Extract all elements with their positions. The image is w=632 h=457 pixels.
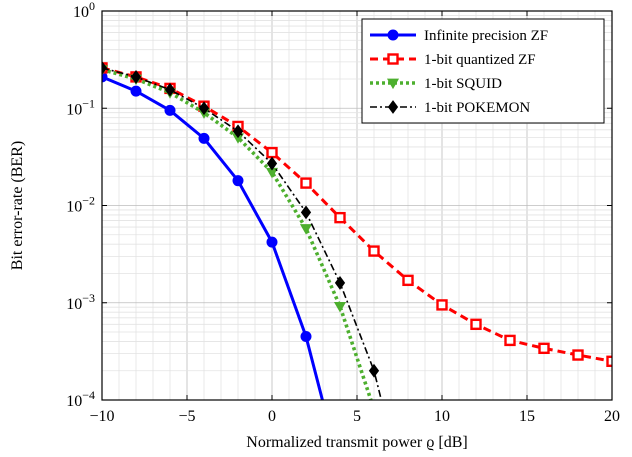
y-tick-label: 10−3 xyxy=(66,291,95,313)
legend-marker xyxy=(387,29,399,41)
legend: Infinite precision ZF 1-bit quantized ZF 1… xyxy=(361,18,605,124)
data-point xyxy=(232,175,244,187)
y-tick-label: 100 xyxy=(73,0,95,21)
legend-label: 1-bit SQUID xyxy=(424,76,502,92)
data-point xyxy=(299,224,313,235)
data-point xyxy=(402,274,414,287)
legend-label: 1-bit POKEMON xyxy=(424,100,530,116)
data-point xyxy=(333,301,347,313)
x-tick-label: 5 xyxy=(353,408,361,425)
data-point xyxy=(130,69,142,84)
data-point xyxy=(198,132,210,144)
data-point xyxy=(368,245,380,257)
x-tick-label: 20 xyxy=(604,408,620,425)
data-point xyxy=(572,349,584,361)
data-point xyxy=(300,177,312,189)
data-point xyxy=(232,124,244,139)
data-point xyxy=(266,236,278,248)
x-tick-label: 0 xyxy=(268,408,276,425)
legend-marker xyxy=(387,100,399,114)
series-line xyxy=(102,66,612,363)
data-point xyxy=(504,334,516,347)
legend-label: Infinite precision ZF xyxy=(424,28,548,44)
data-point xyxy=(538,342,550,355)
x-axis-label: Normalized transmit power ϱ [dB] xyxy=(246,434,467,451)
series-line xyxy=(102,67,373,400)
y-tick-label: 10−4 xyxy=(66,388,95,410)
series-line xyxy=(102,75,324,400)
data-point xyxy=(266,146,278,159)
data-point xyxy=(606,355,612,368)
data-point xyxy=(300,330,312,342)
series-4 xyxy=(102,60,383,400)
y-tick-label: 10−1 xyxy=(66,96,95,118)
x-tick-label: −10 xyxy=(89,408,114,425)
axis-ticks: −10 −5 0 5 10 15 20 100 10−1 10−2 10−3 10−4 xyxy=(66,0,620,425)
data-point xyxy=(436,299,448,311)
y-axis-label: Bit error-rate (BER) xyxy=(9,141,26,270)
y-tick-label: 10−2 xyxy=(66,194,95,216)
data-point xyxy=(130,85,142,97)
data-point xyxy=(164,82,176,97)
series-1 xyxy=(102,71,324,400)
data-point xyxy=(334,211,346,224)
x-tick-label: −5 xyxy=(178,408,195,425)
legend-marker xyxy=(386,78,400,90)
series-layer xyxy=(102,60,612,400)
legend-marker xyxy=(387,53,399,65)
x-tick-label: 15 xyxy=(519,408,535,425)
legend-label: 1-bit quantized ZF xyxy=(424,52,536,68)
data-point xyxy=(164,104,176,116)
data-point xyxy=(198,101,210,116)
data-point xyxy=(334,275,346,290)
data-point xyxy=(300,205,312,220)
x-tick-label: 10 xyxy=(434,408,450,425)
data-point xyxy=(266,156,278,171)
data-point xyxy=(368,363,380,378)
data-point xyxy=(102,60,108,75)
data-point xyxy=(102,71,108,83)
data-point xyxy=(470,318,482,331)
